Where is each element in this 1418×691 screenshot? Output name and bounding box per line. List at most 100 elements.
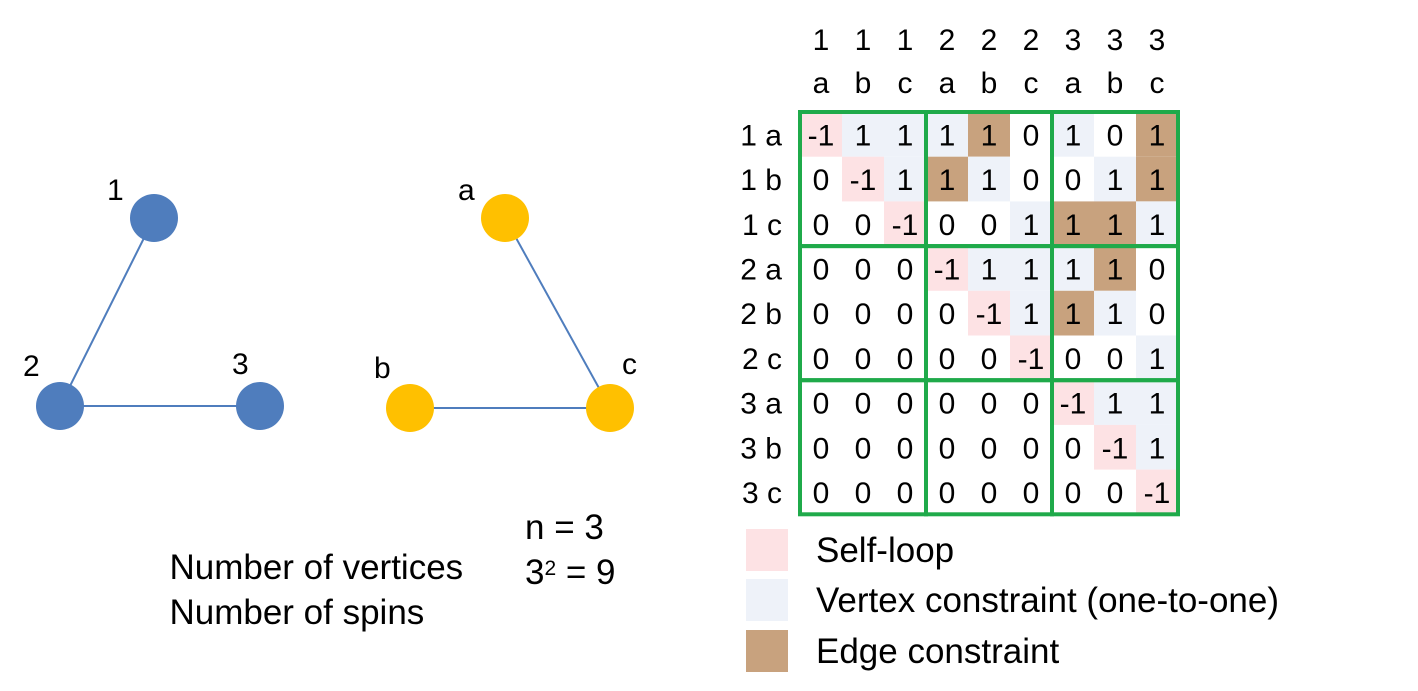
cell-shading	[1052, 380, 1094, 425]
node-2	[36, 382, 84, 430]
cell-shading	[1094, 380, 1136, 425]
matrix-cell: 0	[813, 209, 830, 242]
matrix-cell: 0	[981, 343, 998, 376]
matrix-cell: -1	[976, 298, 1003, 331]
cell-shading	[968, 290, 1010, 336]
row-header: 2 c	[742, 343, 782, 376]
node-c	[586, 384, 634, 432]
matrix-cell: 1	[1065, 209, 1082, 242]
cell-shading	[1136, 201, 1178, 247]
spins-base: 3	[525, 553, 545, 592]
matrix-cell: 0	[1107, 119, 1124, 152]
row-header: 1 b	[740, 164, 782, 197]
matrix-cell: 0	[855, 477, 872, 510]
matrix-cell: 0	[981, 432, 998, 465]
qubo-matrix: 1 1 1 2 2 2 3 3 3a b c a b c a b c1 a1 b1 c2 a2 b2 c3 a3…	[740, 24, 1180, 517]
cell-shading	[1136, 469, 1178, 515]
matrix-cell: 0	[897, 343, 914, 376]
col-header-top: 2	[1023, 24, 1040, 57]
row-header: 2 a	[740, 253, 782, 286]
graph-g: 1 2 3	[23, 174, 284, 430]
matrix-cell: -1	[892, 209, 919, 242]
legend-label: Self-loop	[816, 531, 955, 570]
matrix-cell: 1	[1107, 298, 1124, 331]
matrix-cell: 0	[1065, 477, 1082, 510]
matrix-cell: 0	[855, 298, 872, 331]
matrix-cell: 0	[1107, 343, 1124, 376]
cell-shading	[1136, 335, 1178, 381]
matrix-cell: -1	[850, 164, 877, 197]
cell-shading	[926, 156, 968, 202]
matrix-cell: 0	[897, 298, 914, 331]
matrix-cell: 0	[813, 477, 830, 510]
matrix-cell: 0	[1023, 119, 1040, 152]
matrix-cell: 0	[813, 298, 830, 331]
matrix-cell: 0	[981, 209, 998, 242]
row-header: 2 b	[740, 298, 782, 331]
node-a	[481, 194, 529, 242]
cell-shading	[968, 112, 1010, 157]
matrix-cell: 0	[981, 477, 998, 510]
matrix-cell: 1	[1023, 209, 1040, 242]
matrix-cell: 0	[813, 253, 830, 286]
matrix-cell: 1	[1149, 343, 1166, 376]
row-header: 3 b	[740, 432, 782, 465]
col-header-bottom: b	[981, 67, 998, 100]
spins-formula: 32 = 9	[525, 553, 616, 593]
matrix-cell: 0	[1065, 164, 1082, 197]
matrix-cell: 1	[981, 119, 998, 152]
cell-shading	[884, 112, 926, 157]
matrix-cell: 1	[897, 164, 914, 197]
matrix-cell: 0	[897, 477, 914, 510]
col-header-bottom: a	[813, 67, 830, 100]
matrix-cell: 0	[1023, 388, 1040, 421]
col-header-top: 3	[1065, 24, 1082, 57]
cell-shading	[968, 156, 1010, 202]
row-header: 1 a	[740, 119, 782, 152]
col-header-top: 1	[897, 24, 914, 57]
col-header-top: 1	[855, 24, 872, 57]
cell-shading	[1094, 290, 1136, 336]
col-header-top: 3	[1149, 24, 1166, 57]
col-header-top: 3	[1107, 24, 1124, 57]
cell-shading	[968, 246, 1010, 291]
cell-shading	[1136, 112, 1178, 157]
matrix-cell: -1	[1060, 388, 1087, 421]
matrix-cell: 1	[1107, 164, 1124, 197]
cell-shading	[926, 246, 968, 291]
matrix-cell: 1	[939, 119, 956, 152]
cell-shading	[1052, 246, 1094, 291]
row-header: 3 c	[742, 477, 782, 510]
node-label-1: 1	[107, 174, 124, 207]
col-header-bottom: a	[1065, 67, 1082, 100]
col-header-bottom: a	[939, 67, 956, 100]
col-header-bottom: c	[1150, 67, 1165, 100]
matrix-cell: 1	[981, 253, 998, 286]
matrix-cell: 1	[1065, 253, 1082, 286]
cell-shading	[1010, 246, 1052, 291]
matrix-cell: 1	[1023, 298, 1040, 331]
edge-a-c	[504, 217, 611, 409]
cell-shading	[884, 156, 926, 202]
matrix-cell: 0	[939, 432, 956, 465]
matrix-cell: 0	[897, 432, 914, 465]
col-header-top: 2	[939, 24, 956, 57]
matrix-cell: 0	[1149, 298, 1166, 331]
matrix-cell: 0	[1065, 432, 1082, 465]
node-label-c: c	[622, 348, 637, 381]
matrix-cell: 0	[1149, 253, 1166, 286]
cell-shading	[926, 112, 968, 157]
matrix-cell: 1	[1149, 164, 1166, 197]
legend-swatch	[746, 579, 788, 621]
matrix-cell: 0	[939, 388, 956, 421]
cell-shading	[1010, 290, 1052, 336]
matrix-cell: -1	[1102, 432, 1129, 465]
matrix-cell: 1	[897, 119, 914, 152]
legend-swatch	[746, 630, 788, 672]
matrix-cell: 1	[1065, 119, 1082, 152]
cell-shading	[842, 112, 884, 157]
node-label-3: 3	[232, 348, 249, 381]
matrix-cell: 0	[897, 253, 914, 286]
matrix-cell: -1	[808, 119, 835, 152]
